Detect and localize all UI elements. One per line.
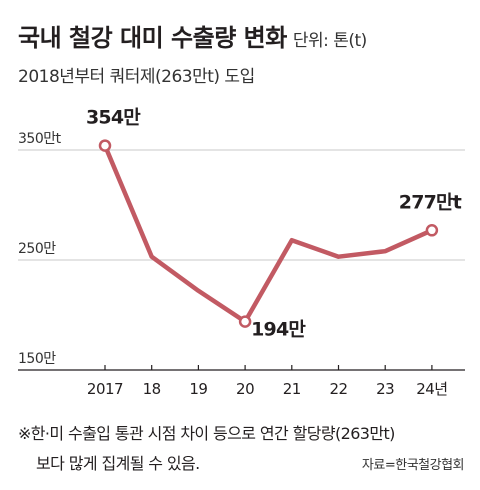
footnote-line-2: 보다 많게 집계될 수 있음. bbox=[36, 454, 200, 473]
chart-title: 국내 철강 대미 수출량 변화 bbox=[18, 24, 287, 52]
chart-subtitle: 2018년부터 쿼터제(263만t) 도입 bbox=[18, 67, 255, 87]
x-tick-label: 24년 bbox=[416, 380, 447, 398]
data-point bbox=[238, 315, 252, 328]
data-label: 277만t bbox=[399, 191, 462, 213]
y-tick-label: 250만 bbox=[18, 241, 56, 257]
data-label: 194만 bbox=[251, 319, 306, 341]
x-tick-label: 23 bbox=[376, 380, 394, 398]
x-tick-label: 2017 bbox=[87, 380, 123, 398]
unit-label: 단위: 톤(t) bbox=[292, 31, 367, 51]
x-tick-label: 18 bbox=[143, 380, 161, 398]
y-tick-label: 150만 bbox=[18, 351, 56, 367]
title-row: 국내 철강 대미 수출량 변화 단위: 톤(t) bbox=[18, 18, 367, 53]
x-tick-label: 21 bbox=[283, 380, 301, 398]
series-line bbox=[102, 143, 435, 324]
line-chart: 150만 250만 350만t 2017 18 19 20 21 22 23 24년 354만 194만… bbox=[18, 107, 465, 398]
x-tick-label: 19 bbox=[189, 380, 207, 398]
footnote-line-1: ※한·미 수출입 통관 시점 차이 등으로 연간 할당량(263만t) bbox=[18, 424, 395, 443]
data-point bbox=[425, 224, 439, 237]
x-tick-label: 22 bbox=[329, 380, 347, 398]
y-tick-label: 350만t bbox=[18, 131, 62, 147]
source-label: 자료=한국철강협회 bbox=[361, 458, 465, 473]
data-label: 354만 bbox=[86, 107, 141, 129]
x-tick-label: 20 bbox=[236, 380, 254, 398]
data-point bbox=[98, 139, 112, 152]
